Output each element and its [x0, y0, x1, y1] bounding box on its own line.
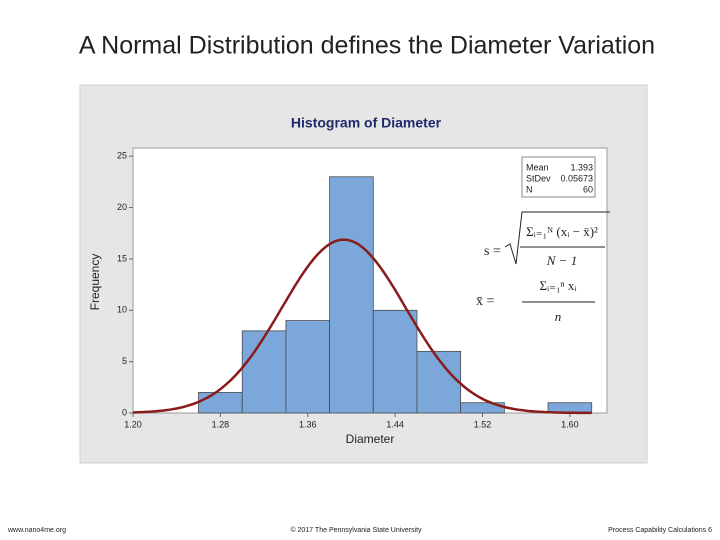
x-tick-label: 1.36 — [299, 419, 317, 429]
bar — [372, 309, 418, 414]
bar — [285, 320, 330, 414]
formulas: s = Σᵢ₌₁ᴺ (xᵢ − x̄)² N − 1 x̄ = Σᵢ₌₁ⁿ xᵢ n — [476, 211, 610, 324]
y-tick-label: 5 — [122, 356, 127, 366]
stat-label: N — [526, 184, 533, 194]
y-tick-label: 10 — [117, 305, 127, 315]
x-tick-label: 1.20 — [124, 419, 142, 429]
y-tick-label: 25 — [117, 151, 127, 161]
y-tick-label: 0 — [122, 407, 127, 417]
stat-value: 0.05673 — [560, 173, 593, 183]
x-tick-label: 1.52 — [474, 419, 492, 429]
formula-denominator: N − 1 — [546, 253, 577, 268]
stat-value: 60 — [583, 184, 593, 194]
footer-right: Process Capability Calculations 6 — [608, 527, 712, 534]
sqrt-sign — [504, 211, 610, 265]
stat-value: 1.393 — [570, 162, 593, 172]
x-tick-label: 1.44 — [386, 419, 404, 429]
normal-fit — [132, 238, 592, 415]
y-tick-label: 20 — [117, 202, 127, 212]
x-axis-label: Diameter — [346, 432, 395, 446]
bar — [241, 330, 287, 414]
formula-lhs: s = — [484, 244, 501, 259]
formula-numerator: Σᵢ₌₁ᴺ (xᵢ − x̄)² — [526, 224, 598, 239]
x-tick-label: 1.60 — [561, 419, 579, 429]
formula-numerator: Σᵢ₌₁ⁿ xᵢ — [539, 278, 577, 293]
y-tick-label: 15 — [117, 253, 127, 263]
footer-left: www.nano4me.org — [7, 527, 66, 534]
bar — [329, 176, 374, 414]
formula-denominator: n — [555, 309, 562, 324]
x-tick-label: 1.28 — [212, 419, 230, 429]
stats-box — [521, 156, 596, 198]
bar — [198, 392, 243, 414]
formula-lhs: x̄ = — [476, 294, 495, 309]
y-axis-label: Frequency — [88, 254, 102, 311]
slide-title: A Normal Distribution defines the Diamet… — [79, 32, 655, 60]
chart-title: Histogram of Diameter — [291, 115, 442, 131]
footer-center: © 2017 The Pennsylvania State University — [290, 526, 422, 534]
stat-label: Mean — [526, 162, 549, 172]
stat-label: StDev — [526, 173, 551, 183]
